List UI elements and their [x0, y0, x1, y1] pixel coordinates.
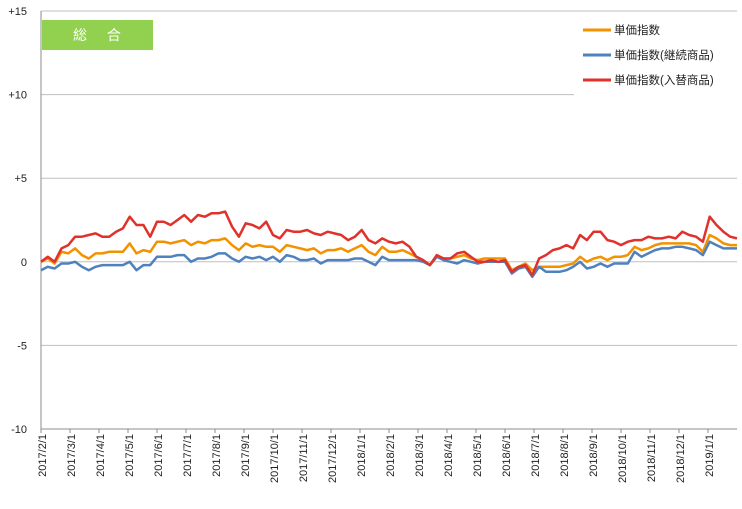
y-tick-label: -5 — [17, 340, 27, 352]
x-tick-label: 2018/6/1 — [501, 434, 513, 477]
badge-label: 総 合 — [73, 27, 129, 43]
y-tick-label: -10 — [11, 424, 27, 436]
x-tick-label: 2018/5/1 — [472, 434, 484, 477]
series-line-2 — [40, 210, 738, 277]
x-tick-label: 2018/1/1 — [356, 434, 368, 477]
x-tick-label: 2018/2/1 — [385, 434, 397, 477]
x-tick-label: 2019/1/1 — [704, 434, 716, 477]
legend-label: 単価指数(継続商品) — [614, 48, 714, 62]
y-axis: +15 +10 +5 0 -5 -10 — [8, 6, 42, 436]
x-tick-label: 2017/11/1 — [298, 434, 310, 482]
x-tick-label: 2017/6/1 — [153, 434, 165, 477]
y-tick-label: +5 — [14, 173, 27, 185]
x-tick-label: 2017/4/1 — [95, 434, 107, 477]
x-tick-label: 2017/7/1 — [182, 434, 194, 477]
x-tick-label: 2018/9/1 — [588, 434, 600, 477]
legend-label: 単価指数 — [614, 23, 660, 37]
legend-label: 単価指数(入替商品) — [614, 73, 714, 87]
x-tick-label: 2018/10/1 — [617, 434, 629, 483]
series-lines — [40, 210, 738, 279]
x-tick-label: 2017/10/1 — [269, 434, 281, 483]
badge-background — [42, 20, 153, 50]
x-tick-label: 2017/3/1 — [66, 434, 78, 477]
x-tick-label: 2017/5/1 — [124, 434, 136, 477]
series-line-1 — [40, 240, 737, 279]
x-tick-label: 2017/2/1 — [37, 434, 49, 477]
x-tick-label: 2018/4/1 — [443, 434, 455, 477]
x-tick-label: 2018/11/1 — [646, 434, 658, 482]
y-tick-label: 0 — [21, 257, 27, 269]
x-axis: 2017/2/1 2017/3/1 2017/4/1 2017/5/1 2017/6/1… — [37, 428, 737, 483]
x-tick-label: 2018/12/1 — [675, 434, 687, 483]
x-tick-label: 2017/9/1 — [240, 434, 252, 477]
y-tick-label: +15 — [8, 6, 27, 18]
x-tick-label: 2017/12/1 — [327, 434, 339, 483]
x-tick-label: 2018/8/1 — [559, 434, 571, 477]
y-tick-label: +10 — [8, 90, 27, 102]
x-tick-label: 2018/7/1 — [530, 434, 542, 477]
x-tick-label: 2017/8/1 — [211, 434, 223, 477]
x-tick-label: 2018/3/1 — [414, 434, 426, 477]
series-line-0 — [40, 233, 737, 272]
badge: 総 合 — [42, 20, 153, 50]
